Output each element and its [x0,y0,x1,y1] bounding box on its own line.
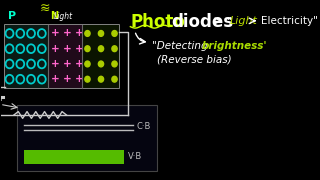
Text: +: + [63,59,72,69]
Text: +: + [75,28,84,39]
Text: +: + [63,44,72,54]
Circle shape [85,61,90,67]
Text: ": " [227,16,232,26]
Circle shape [98,76,104,82]
Circle shape [85,46,90,52]
Text: (Reverse bias): (Reverse bias) [156,55,231,65]
Text: ≋: ≋ [39,2,50,15]
Circle shape [85,76,90,82]
Text: +: + [51,74,60,84]
Text: brightness': brightness' [202,41,268,51]
Text: "Detecting: "Detecting [152,41,208,51]
Bar [17,105,156,171]
Text: +: + [51,59,60,69]
Circle shape [98,46,104,52]
Circle shape [98,31,104,36]
Circle shape [112,31,117,36]
Text: Light: Light [53,12,72,21]
Bar [5,25,48,88]
Text: Light: Light [229,16,257,26]
Circle shape [112,76,117,82]
Text: +: + [75,44,84,54]
Text: +: + [51,28,60,39]
Bar [5,25,119,88]
Text: +: + [75,59,84,69]
Text: N: N [50,11,58,21]
Text: +: + [63,28,72,39]
Text: +: + [51,44,60,54]
Text: C·B: C·B [137,122,151,131]
Circle shape [98,61,104,67]
Text: P: P [8,11,16,21]
Bar [48,25,82,88]
Text: Photo: Photo [130,13,185,31]
Text: V·B: V·B [128,152,142,161]
Text: diodes: diodes [172,13,234,31]
Bar [82,25,119,88]
Circle shape [112,46,117,52]
Circle shape [112,61,117,67]
Text: +: + [75,74,84,84]
Bar [24,150,124,163]
Text: +: + [63,74,72,84]
Text: Electricity": Electricity" [261,16,318,26]
Circle shape [85,31,90,36]
